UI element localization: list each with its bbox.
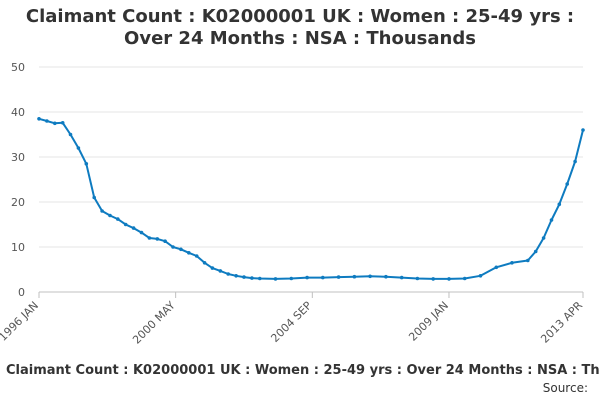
data-point[interactable] [187, 251, 191, 255]
data-point[interactable] [100, 209, 104, 213]
data-point[interactable] [250, 276, 254, 280]
x-tick-label: 2000 MAY [130, 299, 178, 347]
data-point[interactable] [494, 265, 499, 270]
data-point[interactable] [116, 217, 120, 221]
data-point[interactable] [234, 274, 238, 278]
y-tick-label: 0 [18, 286, 25, 299]
data-point[interactable] [84, 162, 89, 166]
data-point[interactable] [218, 269, 223, 273]
data-point[interactable] [289, 276, 294, 281]
x-tick-label: 2013 APR [538, 299, 585, 346]
data-point[interactable] [53, 121, 57, 126]
data-point[interactable] [76, 146, 81, 150]
series-layer [37, 117, 585, 281]
data-point[interactable] [163, 239, 167, 243]
data-point[interactable] [258, 276, 262, 281]
y-tick-label: 30 [11, 151, 25, 164]
data-point[interactable] [557, 202, 562, 207]
data-point[interactable] [210, 266, 215, 270]
data-point[interactable] [478, 274, 483, 278]
data-point[interactable] [139, 230, 144, 235]
data-point[interactable] [581, 128, 585, 132]
grid-layer [39, 66, 583, 293]
data-point[interactable] [171, 245, 175, 249]
data-point[interactable] [352, 274, 357, 279]
data-point[interactable] [384, 274, 388, 279]
chart-title: Claimant Count : K02000001 UK : Women : … [0, 6, 600, 50]
data-point[interactable] [565, 182, 569, 186]
data-point[interactable] [336, 275, 341, 279]
y-tick-label: 40 [11, 106, 25, 119]
data-point[interactable] [242, 275, 246, 279]
data-point[interactable] [45, 119, 49, 123]
series-legend[interactable]: Claimant Count : K02000001 UK : Women : … [6, 363, 600, 378]
data-point[interactable] [131, 226, 136, 230]
data-point[interactable] [573, 159, 577, 164]
data-point[interactable] [526, 258, 530, 263]
y-tick-label: 50 [11, 61, 25, 74]
data-point[interactable] [321, 275, 325, 280]
data-point[interactable] [399, 275, 404, 280]
data-point[interactable] [273, 277, 278, 281]
x-tick-label: 2009 JAN [406, 299, 451, 344]
data-point[interactable] [549, 218, 554, 222]
data-point[interactable] [155, 237, 160, 241]
x-tick-label: 1996 JAN [0, 299, 41, 344]
data-point[interactable] [147, 236, 152, 240]
data-point[interactable] [179, 247, 183, 252]
source-label: Source: [542, 381, 588, 395]
data-point[interactable] [37, 117, 41, 121]
axis-layer: 0 10 20 30 40 50 1996 JAN 2000 MAY 2004 SEP 2009 … [0, 61, 585, 347]
data-point[interactable] [462, 276, 467, 281]
data-point[interactable] [541, 236, 546, 240]
data-point[interactable] [202, 261, 207, 265]
data-point[interactable] [510, 261, 514, 265]
data-point[interactable] [60, 121, 65, 125]
data-point[interactable] [68, 132, 73, 137]
x-tick-label: 2004 SEP [268, 299, 314, 345]
series-line[interactable] [38, 117, 584, 280]
data-point[interactable] [447, 277, 451, 281]
data-point[interactable] [108, 213, 112, 218]
chart-title-line-2: Over 24 Months : NSA : Thousands [124, 28, 476, 49]
data-point[interactable] [194, 254, 199, 258]
chart-title-line-1: Claimant Count : K02000001 UK : Women : … [25, 6, 575, 27]
data-point[interactable] [368, 274, 372, 279]
data-point[interactable] [123, 222, 128, 227]
data-point[interactable] [431, 277, 436, 281]
y-tick-label: 20 [11, 196, 25, 209]
data-point[interactable] [533, 249, 538, 254]
data-point[interactable] [415, 276, 420, 281]
y-tick-label: 10 [11, 241, 25, 254]
data-point[interactable] [226, 272, 230, 276]
data-point[interactable] [92, 195, 96, 200]
data-point[interactable] [305, 275, 309, 280]
